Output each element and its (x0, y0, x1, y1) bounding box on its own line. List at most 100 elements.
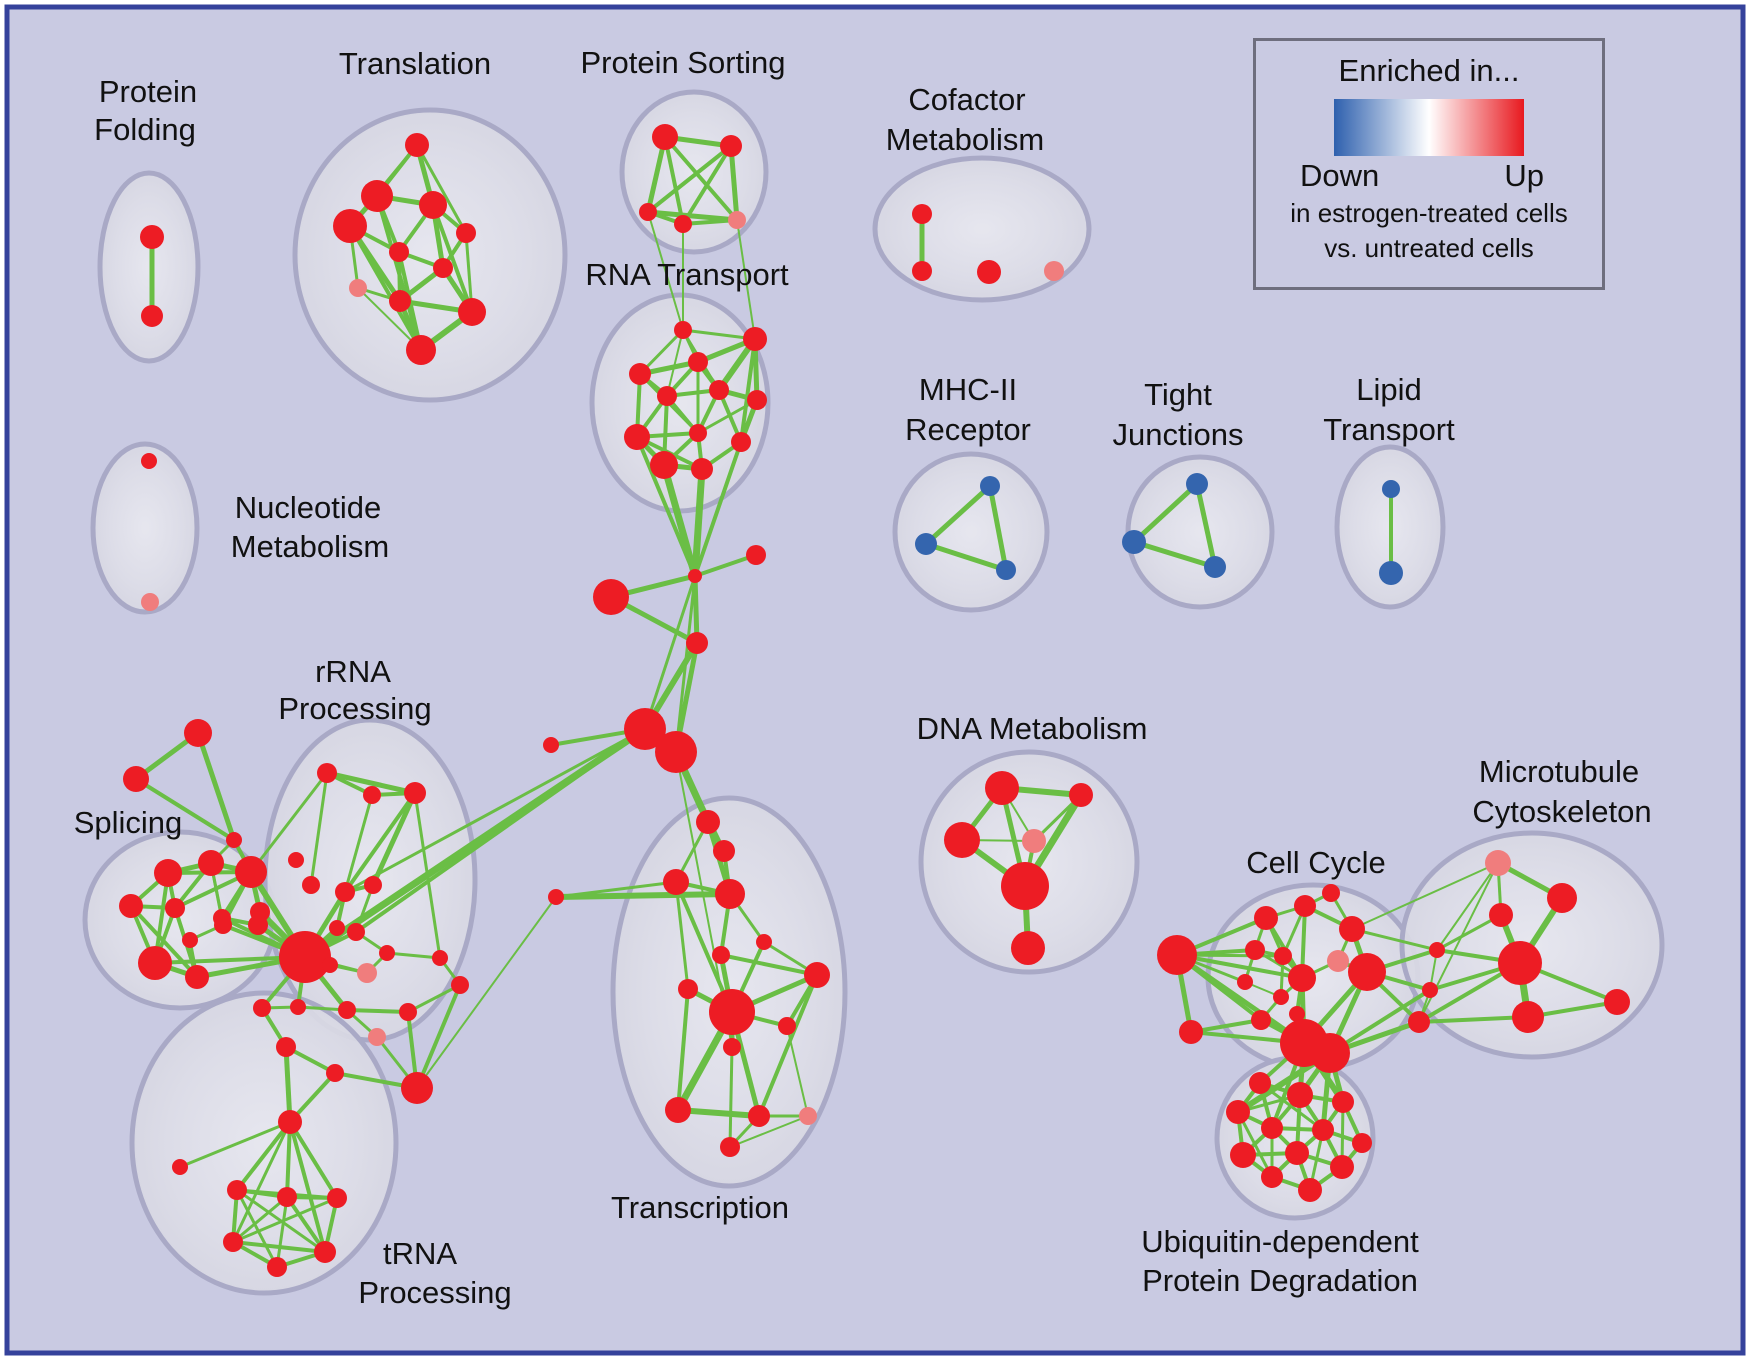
legend-box: Enriched in... Down Up in estrogen-treat… (1253, 38, 1605, 290)
edge (1259, 1081, 1324, 1132)
node (141, 453, 157, 469)
edge (1236, 1111, 1274, 1178)
node (1069, 783, 1093, 807)
edge (1133, 539, 1216, 570)
node (691, 458, 713, 480)
node (944, 822, 980, 858)
node (368, 1028, 386, 1046)
node (778, 1017, 796, 1035)
edge (663, 136, 685, 225)
edge (1132, 482, 1199, 544)
legend-down-label: Down (1300, 158, 1380, 193)
node (1287, 1082, 1313, 1108)
edge (249, 772, 329, 873)
node (1294, 895, 1316, 917)
node (1022, 829, 1046, 853)
label-rrna-1: rRNA (315, 654, 391, 689)
node (743, 327, 767, 351)
node (1157, 935, 1197, 975)
edge (739, 338, 757, 443)
edge (635, 436, 697, 577)
edge (647, 211, 684, 331)
node (357, 963, 377, 983)
node (119, 894, 143, 918)
label-transcription: Transcription (611, 1190, 789, 1225)
cluster-ellipse-mhc-ii-receptor (892, 451, 1050, 613)
node (389, 290, 411, 312)
node (689, 424, 707, 442)
node (1254, 906, 1278, 930)
node (451, 976, 469, 994)
node (1379, 561, 1403, 585)
node (678, 979, 698, 999)
node (624, 708, 666, 750)
node (639, 203, 657, 221)
edge (925, 541, 1007, 573)
edge (285, 1121, 292, 1198)
edge (344, 727, 646, 894)
edge (288, 1121, 327, 1253)
edge (129, 904, 199, 979)
node (184, 719, 212, 747)
node (1422, 982, 1438, 998)
node (799, 1107, 817, 1125)
edge (924, 484, 992, 546)
node (543, 737, 559, 753)
node (731, 432, 751, 452)
node (288, 852, 304, 868)
node (1186, 473, 1208, 495)
edge (660, 464, 699, 577)
label-cell-cycle: Cell Cycle (1246, 845, 1386, 880)
node (138, 946, 172, 980)
node (652, 124, 678, 150)
legend-caption: in estrogen-treated cells vs. untreated … (1256, 196, 1602, 266)
node (317, 763, 337, 783)
edge (663, 135, 739, 222)
node (1226, 1100, 1250, 1124)
label-dna-metabolism: DNA Metabolism (917, 711, 1148, 746)
node (123, 766, 149, 792)
node (674, 215, 692, 233)
edge (343, 794, 374, 893)
edge (682, 218, 738, 226)
label-rrna-2: Processing (278, 691, 431, 726)
node (389, 242, 409, 262)
node (1429, 942, 1445, 958)
label-cofactor-1: Cofactor (908, 82, 1025, 117)
node (278, 1110, 302, 1134)
edge (370, 791, 418, 887)
legend-caption-line1: in estrogen-treated cells (1290, 198, 1568, 228)
cluster-ellipse-protein-folding (97, 170, 201, 364)
node (912, 204, 932, 224)
node (688, 569, 702, 583)
cluster-ellipse-trna-processing (129, 990, 399, 1296)
node (1512, 1001, 1544, 1033)
node (1547, 883, 1577, 913)
node (347, 923, 365, 941)
node (720, 135, 742, 157)
edge (134, 777, 236, 842)
label-protein-folding-2: Folding (94, 112, 196, 147)
edge (309, 772, 329, 886)
node (709, 989, 755, 1035)
label-splicing: Splicing (74, 805, 183, 840)
node (267, 1257, 287, 1277)
node (214, 916, 232, 934)
node (458, 298, 486, 326)
node (326, 1064, 344, 1082)
node (663, 869, 689, 895)
edge (646, 144, 733, 214)
node (322, 957, 338, 973)
edge (1418, 1015, 1529, 1024)
label-lipid-1: Lipid (1356, 372, 1422, 407)
node (226, 832, 242, 848)
node (1332, 1091, 1354, 1113)
node (456, 223, 476, 243)
legend-gradient-bar (1334, 99, 1524, 156)
node (1179, 1020, 1203, 1044)
node (688, 352, 708, 372)
node (996, 560, 1016, 580)
node (172, 1159, 188, 1175)
cluster-ellipse-nucleotide-metabolism (90, 441, 200, 615)
